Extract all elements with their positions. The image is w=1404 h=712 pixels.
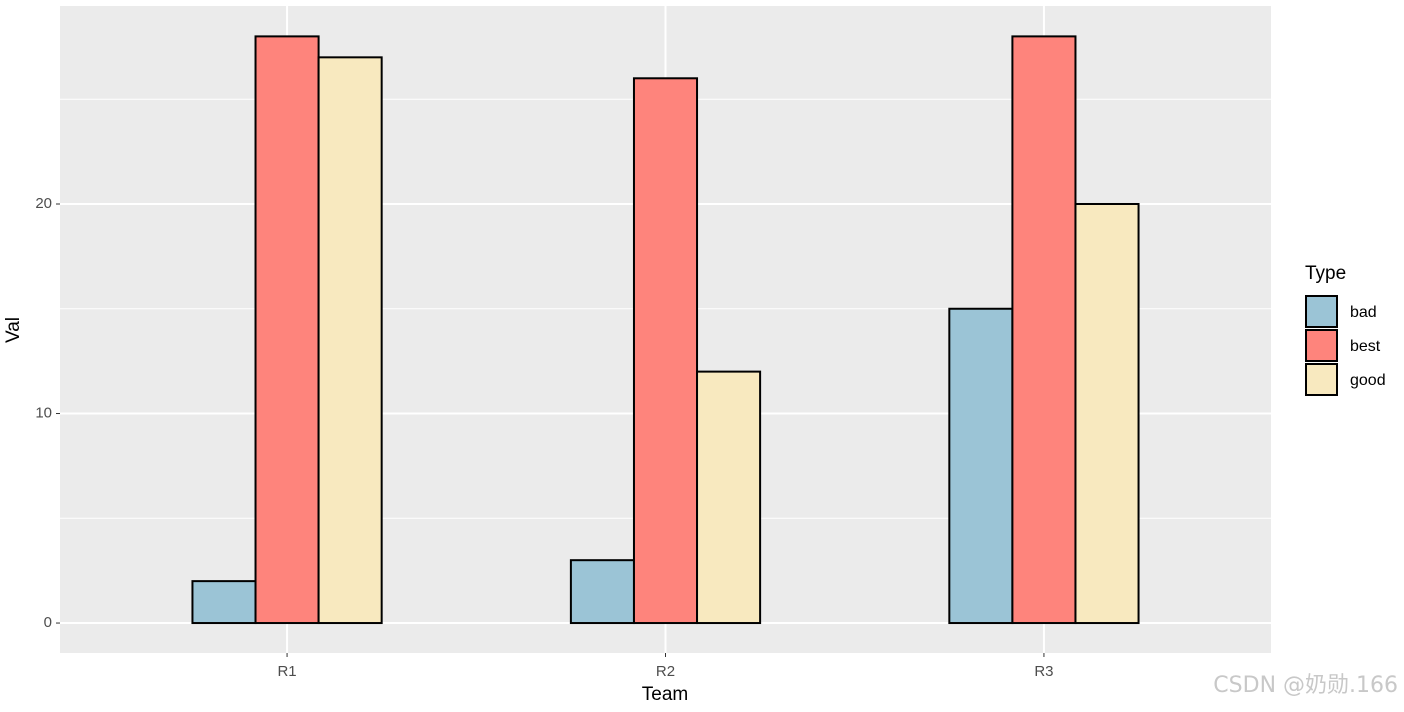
x-tick-label: R2: [656, 663, 675, 680]
legend-key: [1305, 295, 1338, 328]
bar: [696, 370, 762, 625]
legend-title: Type: [1305, 263, 1346, 284]
y-tick-label: 0: [44, 614, 52, 631]
y-tick-label: 20: [35, 195, 52, 212]
legend-key: [1305, 363, 1338, 396]
bar: [948, 307, 1014, 625]
y-axis-title: Val: [3, 317, 24, 343]
legend-label: good: [1350, 372, 1386, 389]
bar: [1074, 202, 1140, 625]
bar: [632, 77, 699, 625]
bar: [569, 559, 635, 625]
x-tick-label: R1: [277, 663, 296, 680]
bar: [1011, 35, 1077, 625]
bar: [254, 35, 320, 625]
bar: [191, 580, 257, 625]
legend-label: best: [1350, 338, 1381, 355]
x-axis-title: Team: [642, 684, 688, 705]
x-tick-label: R3: [1034, 663, 1053, 680]
bar: [317, 56, 383, 625]
watermark: CSDN @奶勋.166: [1213, 673, 1398, 698]
y-tick-label: 10: [35, 404, 52, 421]
legend-key: [1305, 329, 1338, 362]
legend-label: bad: [1350, 304, 1377, 321]
